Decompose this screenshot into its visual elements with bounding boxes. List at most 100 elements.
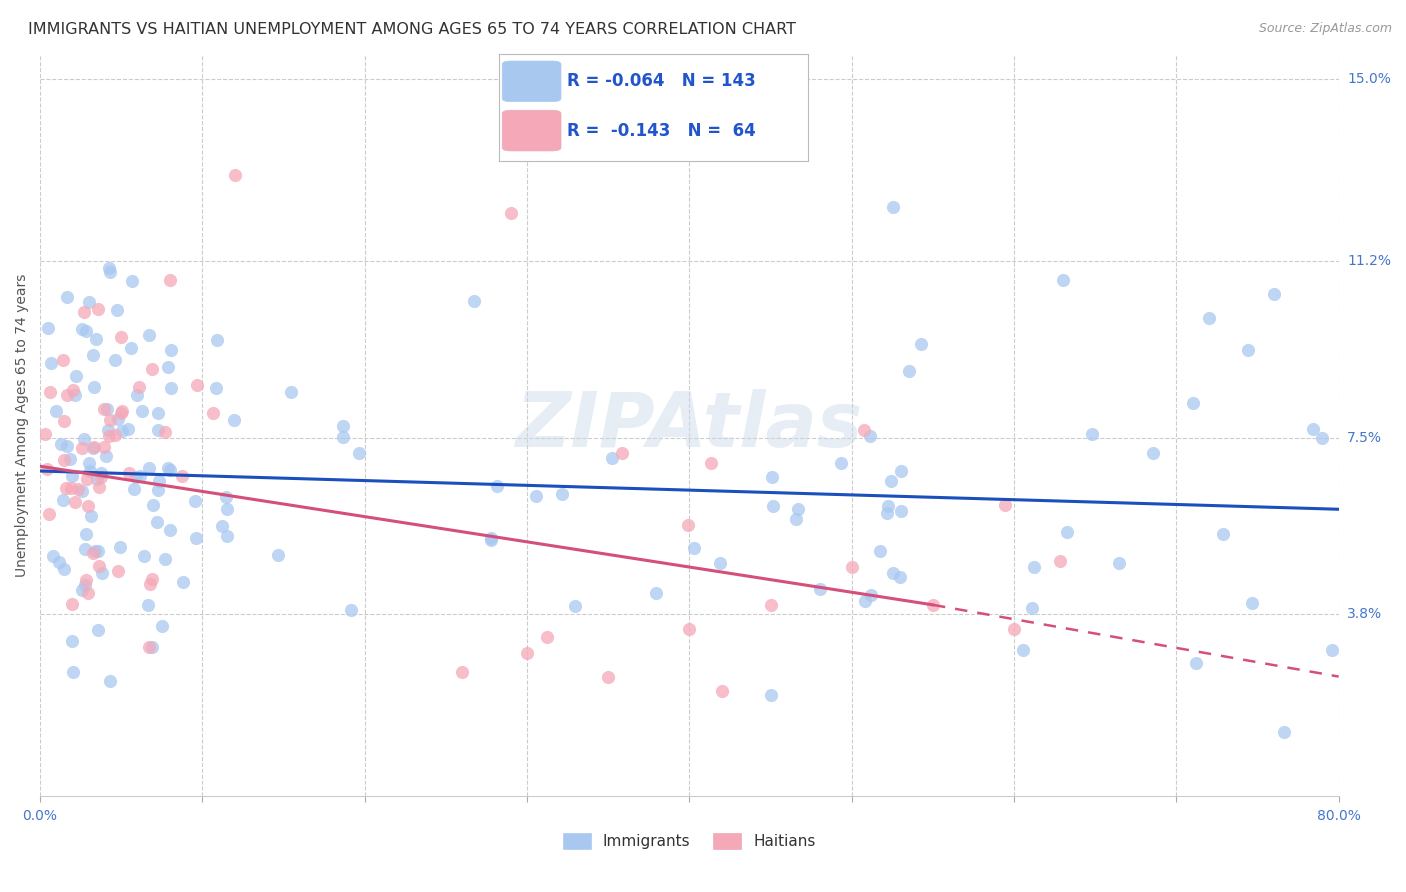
Point [1302, 422, 1324, 436]
Point [159, 343, 181, 358]
Point [1198, 311, 1220, 326]
Point [678, 622, 700, 636]
Point [1312, 431, 1334, 445]
Point [39, 356, 62, 370]
Point [217, 502, 239, 516]
Point [83, 440, 105, 454]
Point [84, 332, 107, 346]
Point [215, 490, 238, 504]
Point [499, 206, 522, 220]
Point [42, 549, 65, 564]
Point [146, 423, 169, 437]
Point [82, 348, 104, 362]
Point [516, 646, 538, 660]
Point [108, 540, 131, 554]
Point [75, 527, 97, 541]
Point [34, 427, 56, 442]
Point [1021, 601, 1043, 615]
Point [66, 482, 89, 496]
Point [97, 423, 120, 437]
Point [207, 333, 229, 347]
Point [55, 439, 77, 453]
Point [87, 544, 110, 558]
Point [51, 436, 73, 450]
Text: R = -0.064   N = 143: R = -0.064 N = 143 [567, 72, 756, 90]
Point [105, 303, 128, 318]
Point [759, 598, 782, 612]
Point [645, 586, 668, 600]
Point [682, 541, 704, 555]
Point [709, 556, 731, 570]
Point [186, 377, 208, 392]
Point [808, 582, 831, 596]
Point [52, 353, 75, 368]
Point [125, 388, 148, 402]
Point [138, 461, 160, 475]
Point [104, 352, 127, 367]
Point [110, 406, 132, 420]
Point [56, 387, 79, 401]
Point [89, 480, 111, 494]
Point [1184, 657, 1206, 671]
Point [82, 441, 104, 455]
Point [479, 531, 502, 545]
Point [38, 507, 60, 521]
Point [90, 469, 112, 483]
Point [1263, 287, 1285, 301]
Point [63, 495, 86, 509]
Point [37, 462, 59, 476]
Point [267, 549, 290, 563]
Point [138, 328, 160, 343]
Point [98, 673, 121, 688]
Point [121, 275, 143, 289]
Point [91, 566, 114, 581]
Point [890, 464, 912, 478]
Point [172, 575, 194, 590]
Point [159, 463, 181, 477]
Point [889, 570, 911, 584]
Point [153, 551, 176, 566]
Point [1011, 642, 1033, 657]
Point [994, 499, 1017, 513]
Point [90, 466, 112, 480]
Point [128, 380, 150, 394]
Point [678, 518, 700, 533]
Point [120, 341, 142, 355]
Point [1002, 622, 1025, 636]
Point [59, 452, 82, 467]
Point [880, 475, 903, 489]
Point [759, 688, 782, 702]
Point [60, 597, 83, 611]
Point [551, 487, 574, 501]
Point [60, 469, 83, 483]
Point [87, 623, 110, 637]
Point [153, 425, 176, 439]
Point [159, 523, 181, 537]
Point [70, 583, 93, 598]
Point [877, 499, 900, 513]
Point [73, 305, 96, 319]
Point [152, 619, 174, 633]
Point [186, 531, 208, 545]
Point [117, 422, 139, 436]
Point [70, 483, 93, 498]
Point [138, 640, 160, 654]
Point [53, 414, 76, 428]
Point [76, 473, 98, 487]
Point [853, 423, 876, 437]
Point [876, 506, 898, 520]
Point [156, 461, 179, 475]
Point [110, 330, 132, 344]
Point [211, 519, 233, 533]
Point [62, 665, 84, 679]
Point [215, 529, 238, 543]
Point [869, 544, 891, 558]
Point [479, 533, 502, 547]
Point [131, 403, 153, 417]
Point [107, 411, 129, 425]
Point [156, 359, 179, 374]
Point [96, 402, 118, 417]
Point [111, 424, 134, 438]
Point [93, 440, 115, 454]
Point [52, 493, 75, 508]
